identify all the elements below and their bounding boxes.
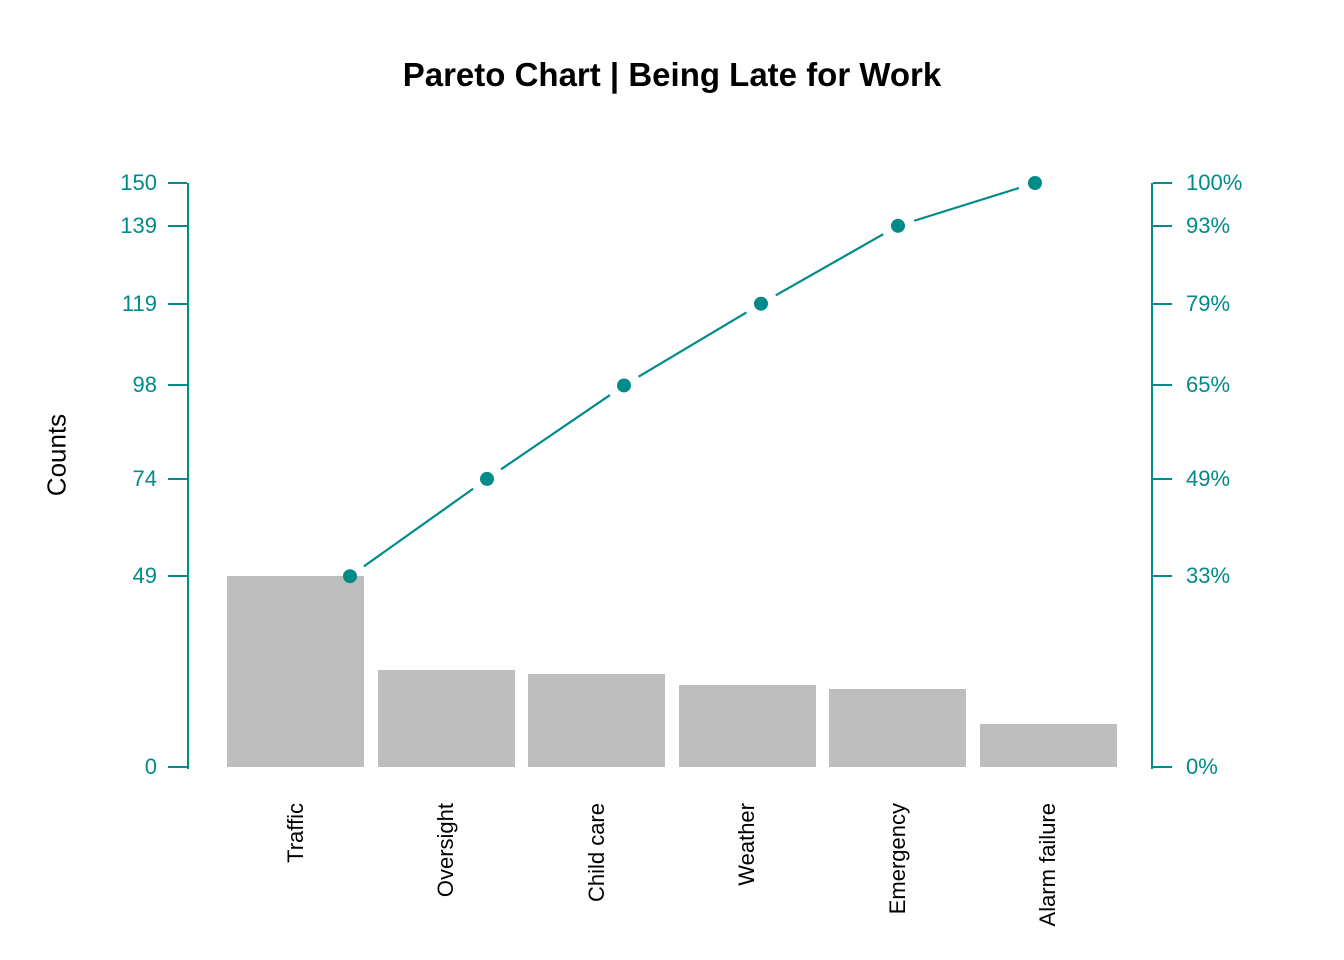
cumulative-line-segment bbox=[638, 311, 747, 378]
right-axis-line bbox=[1151, 183, 1153, 769]
left-tick-label: 0 bbox=[144, 754, 157, 779]
cumulative-line-segment bbox=[913, 187, 1020, 222]
left-axis-tick bbox=[168, 302, 187, 305]
right-tick-label: 79% bbox=[1186, 290, 1231, 316]
bar-child-care bbox=[528, 673, 665, 767]
right-axis-tick bbox=[1153, 224, 1172, 227]
left-tick-label: 74 bbox=[132, 465, 157, 491]
cumulative-line-segment bbox=[500, 394, 611, 471]
right-axis-tick bbox=[1153, 575, 1172, 578]
cumulative-point bbox=[891, 218, 905, 233]
cumulative-point bbox=[617, 378, 631, 393]
bar-emergency bbox=[829, 689, 966, 767]
right-tick-label: 93% bbox=[1186, 212, 1231, 238]
left-axis-tick bbox=[168, 182, 187, 184]
left-tick-label: 139 bbox=[120, 212, 157, 238]
left-axis-tick bbox=[168, 384, 187, 387]
bar-weather bbox=[678, 685, 816, 767]
left-axis-tick bbox=[168, 477, 187, 480]
bar-traffic bbox=[227, 576, 364, 767]
right-tick-label: 33% bbox=[1186, 563, 1231, 589]
right-axis-tick bbox=[1153, 766, 1172, 768]
left-tick-label: 49 bbox=[132, 563, 157, 589]
cumulative-point bbox=[754, 296, 768, 311]
cumulative-line-segment bbox=[775, 233, 884, 297]
cumulative-line-segment bbox=[363, 487, 474, 568]
right-axis-tick bbox=[1153, 477, 1172, 480]
cumulative-point bbox=[1028, 176, 1042, 190]
right-tick-label: 0% bbox=[1186, 754, 1218, 779]
left-tick-label: 119 bbox=[121, 290, 157, 316]
right-tick-label: 65% bbox=[1186, 372, 1231, 398]
right-axis-tick bbox=[1153, 182, 1172, 184]
right-tick-label: 49% bbox=[1186, 465, 1231, 491]
left-tick-label: 150 bbox=[120, 170, 157, 195]
bar-alarm-failure bbox=[979, 724, 1117, 767]
right-tick-label: 100% bbox=[1186, 170, 1243, 195]
chart-title: Pareto Chart | Being Late for Work bbox=[402, 56, 942, 93]
left-tick-label: 98 bbox=[132, 372, 157, 398]
cumulative-point bbox=[480, 471, 494, 486]
cumulative-point bbox=[343, 569, 357, 584]
left-axis-tick bbox=[168, 224, 187, 227]
left-axis-tick bbox=[168, 575, 187, 578]
left-axis-tick bbox=[168, 766, 187, 768]
left-axis-line bbox=[187, 183, 189, 769]
right-axis-tick bbox=[1153, 302, 1172, 305]
bar-oversight bbox=[377, 669, 515, 767]
right-axis-tick bbox=[1153, 384, 1172, 387]
